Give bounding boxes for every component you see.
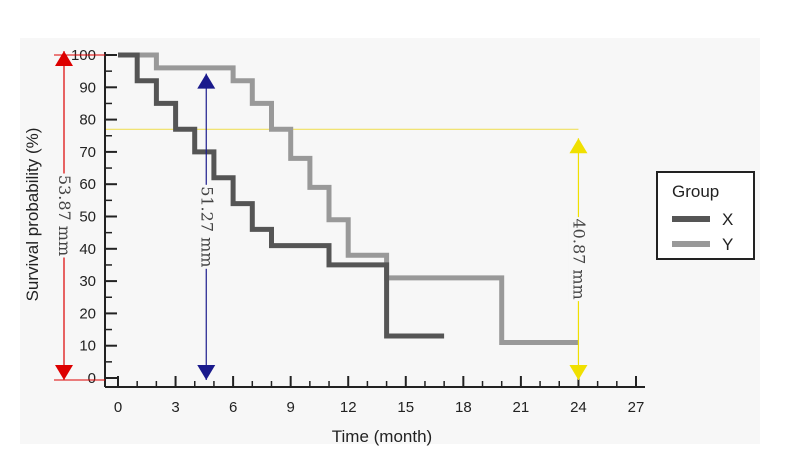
annotation-3-label-bg xyxy=(568,217,589,302)
y-tick-label: 40 xyxy=(79,241,96,258)
annotation-layer: 53.87 mm 51.27 mm 40.87 mm xyxy=(54,51,589,381)
annotation-3-label: 40.87 mm xyxy=(569,218,588,299)
y-tick-label: 70 xyxy=(79,144,96,161)
y-tick-label: 0 xyxy=(88,370,96,387)
legend: Group XY xyxy=(656,171,755,260)
annotation-1-label-bg xyxy=(54,173,74,258)
series-y-line xyxy=(118,52,579,345)
x-axis-title: Time (month) xyxy=(332,427,432,446)
annotation-1-arrowhead-up xyxy=(55,51,73,66)
x-tick-label: 0 xyxy=(114,399,122,416)
annotation-1-arrowhead-down xyxy=(55,365,73,380)
annotation-2-label-bg xyxy=(196,184,217,269)
annotation-3-arrowhead-down xyxy=(569,365,588,380)
y-tick-label: 90 xyxy=(79,79,96,96)
y-tick-label: 50 xyxy=(79,209,96,226)
y-tick-label: 30 xyxy=(79,273,96,290)
legend-label-x: X xyxy=(722,210,733,229)
annotation-2-label: 51.27 mm xyxy=(197,186,216,267)
y-tick-label: 60 xyxy=(79,176,96,193)
series-layer xyxy=(118,52,579,345)
x-tick-label: 3 xyxy=(171,399,179,416)
annotation-2-arrowhead-down xyxy=(197,365,216,380)
y-tick-label: 10 xyxy=(79,338,96,355)
x-tick-label: 12 xyxy=(340,399,357,416)
x-tick-label: 15 xyxy=(397,399,414,416)
legend-label-y: Y xyxy=(722,235,733,254)
annotation-1-label: 53.87 mm xyxy=(55,175,74,256)
legend-title: Group xyxy=(672,182,719,201)
x-tick-label: 27 xyxy=(628,399,645,416)
y-tick-label: 80 xyxy=(79,112,96,129)
annotation-3-arrowhead-up xyxy=(569,138,588,154)
x-tick-label: 9 xyxy=(286,399,294,416)
x-tick-label: 24 xyxy=(570,399,587,416)
y-axis-title: Survival probability (%) xyxy=(23,128,42,302)
annotation-2-arrowhead-up xyxy=(197,73,216,89)
x-tick-label: 21 xyxy=(513,399,530,416)
x-tick-label: 6 xyxy=(229,399,237,416)
axis-layer xyxy=(104,52,645,388)
series-x-line xyxy=(118,52,445,339)
x-tick-label: 18 xyxy=(455,399,472,416)
y-tick-label: 20 xyxy=(79,305,96,322)
